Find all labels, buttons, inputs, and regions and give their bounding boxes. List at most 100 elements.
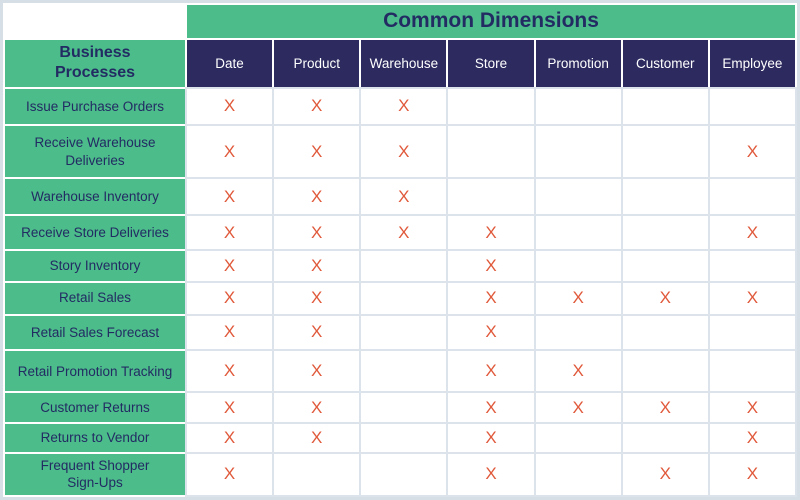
matrix-cell-empty [361,351,447,392]
table-row: Retail Sales X X X X X X [5,282,795,314]
x-mark: X [485,464,497,484]
x-mark: X [572,288,584,308]
matrix-cell-marked: X [274,125,360,178]
table-row: Receive Store Deliveries X X X X X [5,216,795,249]
x-mark: X [746,397,759,417]
table-row: Customer Returns X X X X X X [5,393,795,423]
matrix-cell-marked: X [622,453,708,495]
x-mark: X [746,288,759,308]
matrix-cell-marked: X [448,216,534,249]
header-row: Business Processes Date Product Warehouse S… [5,39,795,88]
matrix-cell-empty [361,282,447,314]
x-mark: X [223,361,236,381]
row-label: Customer Returns [5,393,185,423]
matrix-cell-empty [622,216,708,249]
matrix-cell-empty [535,179,621,215]
table-row: Story Inventory X X X [5,250,795,281]
row-label: Receive Warehouse Deliveries [5,125,185,178]
x-mark: X [223,464,236,484]
matrix-cell-marked: X [187,179,273,215]
matrix-cell-marked: X [274,424,360,452]
matrix-cell-marked: X [709,453,795,495]
column-header-customer: Customer [622,39,708,88]
x-mark: X [485,322,497,342]
row-label: Story Inventory [5,250,185,281]
matrix-cell-empty [361,250,447,281]
matrix-cell-empty [709,250,795,281]
x-mark: X [659,288,671,308]
x-mark: X [746,222,759,242]
matrix-cell-marked: X [187,315,273,350]
x-mark: X [485,222,497,242]
x-mark: X [485,397,497,417]
matrix-cell-marked: X [448,424,534,452]
matrix-cell-marked: X [709,424,795,452]
matrix-cell-empty [622,179,708,215]
matrix-cell-marked: X [187,125,273,178]
column-header-date: Date [187,39,273,88]
x-mark: X [223,397,236,417]
matrix-cell-marked: X [709,282,795,314]
matrix-cell-empty [535,125,621,178]
matrix-cell-empty [535,453,621,495]
x-mark: X [398,141,410,161]
x-mark: X [223,96,236,116]
matrix-cell-marked: X [187,282,273,314]
matrix-cell-marked: X [535,282,621,314]
matrix-cell-marked: X [274,179,360,215]
table-row: Retail Promotion Tracking X X X X [5,351,795,392]
matrix-cell-marked: X [187,250,273,281]
matrix-cell-marked: X [187,393,273,423]
matrix-cell-empty [535,315,621,350]
matrix-cell-empty [448,125,534,178]
x-mark: X [659,464,671,484]
matrix-cell-marked: X [622,282,708,314]
table-row: Retail Sales Forecast X X X [5,315,795,350]
matrix-cell-marked: X [535,393,621,423]
column-header-product: Product [274,39,360,88]
matrix-cell-marked: X [448,351,534,392]
x-mark: X [223,141,236,161]
x-mark: X [572,397,584,417]
matrix-cell-marked: X [187,351,273,392]
matrix-cell-marked: X [448,250,534,281]
matrix-cell-marked: X [448,282,534,314]
x-mark: X [311,397,323,417]
x-mark: X [311,96,323,116]
matrix-cell-marked: X [709,125,795,178]
column-header-warehouse: Warehouse [361,39,447,88]
matrix-cell-marked: X [448,315,534,350]
x-mark: X [223,322,236,342]
x-mark: X [485,288,497,308]
dimensions-matrix: Common Dimensions Business Processes Dat… [3,3,797,497]
x-mark: X [485,255,497,275]
x-mark: X [659,397,671,417]
matrix-cell-empty [622,424,708,452]
x-mark: X [485,361,497,381]
table-row: Receive Warehouse Deliveries X X X X [5,125,795,178]
matrix-cell-marked: X [361,89,447,124]
matrix-cell-empty [622,315,708,350]
matrix-cell-marked: X [361,216,447,249]
corner-spacer [5,5,185,38]
table-title: Common Dimensions [187,5,795,38]
table-row: Returns to Vendor X X X X [5,424,795,452]
x-mark: X [311,141,323,161]
matrix-cell-empty [535,250,621,281]
matrix-cell-marked: X [187,453,273,495]
x-mark: X [311,361,323,381]
x-mark: X [223,186,236,206]
matrix-cell-empty [274,453,360,495]
row-header-title: Business Processes [5,39,185,88]
table-row: Frequent Shopper Sign-Ups X X X X [5,453,795,495]
row-label: Frequent Shopper Sign-Ups [5,453,185,495]
column-header-employee: Employee [709,39,795,88]
matrix-cell-empty [709,179,795,215]
matrix-cell-empty [622,89,708,124]
x-mark: X [223,222,236,242]
matrix-cell-empty [622,125,708,178]
row-label: Retail Promotion Tracking [5,351,185,392]
matrix-cell-empty [622,351,708,392]
matrix-cell-marked: X [274,250,360,281]
